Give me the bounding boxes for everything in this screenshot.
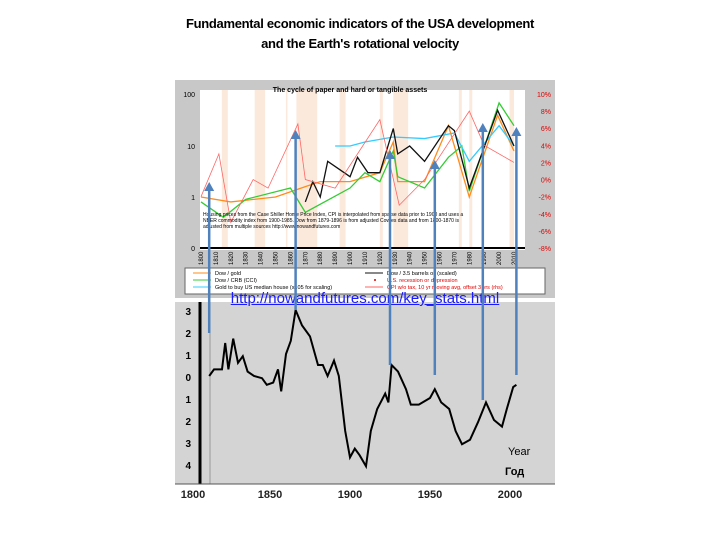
rotation-velocity-line xyxy=(208,306,517,470)
y-tick: 1 xyxy=(185,395,191,406)
x-tick: 2010 xyxy=(512,251,518,265)
slide-title-line1: Fundamental economic indicators of the U… xyxy=(185,16,535,31)
x-tick: 1900 xyxy=(338,489,362,501)
plot-area xyxy=(175,302,555,484)
chart-title: The cycle of paper and hard or tangible … xyxy=(273,87,428,94)
x-tick: 1940 xyxy=(408,251,414,265)
recession-band xyxy=(221,90,228,248)
chart-annotation: Housing prices from the Case Shiller Hom… xyxy=(203,212,464,230)
legend-entry: Dow / gold xyxy=(215,271,241,277)
x-tick: 1840 xyxy=(259,251,265,265)
y-right-tick: 8% xyxy=(541,109,551,116)
y-tick: 3 xyxy=(185,307,191,318)
x-tick: 1870 xyxy=(303,251,309,265)
x-tick: 2000 xyxy=(497,251,503,265)
x-tick: 1930 xyxy=(393,251,399,265)
x-tick: 1850 xyxy=(274,251,280,265)
y-right-tick: -2% xyxy=(539,195,551,202)
recession-band xyxy=(254,90,266,248)
y-tick: 0 xyxy=(185,373,191,384)
legend-box xyxy=(184,267,546,295)
x-tick: 2000 xyxy=(498,489,522,501)
xlabel-russian: Год xyxy=(505,466,524,478)
earth-rotation-svg: 3 2 1 0 1 2 3 4 1800 1850 1900 1950 2000 Year Год xyxy=(175,302,555,501)
x-tick: 1990 xyxy=(482,251,488,265)
x-tick: 1910 xyxy=(363,251,369,265)
y-left-tick: 100 xyxy=(183,92,195,99)
recession-band xyxy=(393,90,409,248)
series-line xyxy=(335,124,515,163)
x-tick: 1980 xyxy=(467,251,473,265)
x-tick: 1950 xyxy=(418,489,442,501)
x-tick: 1920 xyxy=(378,251,384,265)
recession-band xyxy=(509,90,514,248)
y-right-tick: 10% xyxy=(537,92,551,99)
legend-entry: Dow / CRB (CCI) xyxy=(215,278,257,284)
legend-entry: CPI w/o tax, 10 yr moving avg, offset 3 … xyxy=(387,285,503,291)
y-left-tick: 0 xyxy=(191,246,195,253)
series-line xyxy=(200,101,515,219)
series-line xyxy=(200,110,515,224)
xlabel-year: Year xyxy=(508,446,531,458)
x-tick: 1800 xyxy=(199,251,205,265)
x-tick: 1890 xyxy=(333,251,339,265)
y-tick: 4 xyxy=(185,461,191,472)
source-link[interactable]: http://nowandfutures.com/key_stats.html xyxy=(230,290,500,307)
y-right-tick: 6% xyxy=(541,126,551,133)
legend-entry: U.S. recession or depression xyxy=(387,278,458,284)
recession-band xyxy=(458,90,462,248)
y-right-tick: 4% xyxy=(541,143,551,150)
x-tick: 1820 xyxy=(229,251,235,265)
y-tick: 2 xyxy=(185,329,191,340)
x-tick: 1950 xyxy=(423,251,429,265)
x-tick: 1830 xyxy=(244,251,250,265)
recession-band xyxy=(285,90,288,248)
x-tick: 1880 xyxy=(318,251,324,265)
legend-marker xyxy=(374,279,376,281)
slide-title-line2: and the Earth's rotational velocity xyxy=(261,36,459,51)
y-right-tick: -8% xyxy=(539,246,551,253)
legend-entry: Dow / 3.5 barrels oil (scaled) xyxy=(387,271,457,277)
earth-rotation-chart: 3 2 1 0 1 2 3 4 1800 1850 1900 1950 2000 Year Год xyxy=(175,302,555,502)
y-tick: 2 xyxy=(185,417,191,428)
economic-indicators-svg: The cycle of paper and hard or tangible … xyxy=(183,87,551,295)
legend-entry: Gold to buy US median house (x .05 for s… xyxy=(215,285,332,291)
series-line xyxy=(304,108,515,203)
x-tick: 1900 xyxy=(348,251,354,265)
recession-band xyxy=(339,90,346,248)
y-right-tick: 0% xyxy=(541,178,551,185)
x-tick: 1810 xyxy=(214,251,220,265)
x-tick: 1800 xyxy=(181,489,205,501)
y-right-tick: -6% xyxy=(539,229,551,236)
x-tick: 1960 xyxy=(437,251,443,265)
economic-indicators-chart: The cycle of paper and hard or tangible … xyxy=(175,80,555,298)
x-tick: 1850 xyxy=(258,489,282,501)
y-right-tick: 2% xyxy=(541,160,551,167)
x-tick: 1860 xyxy=(288,251,294,265)
y-tick: 3 xyxy=(185,439,191,450)
y-left-tick: 10 xyxy=(187,144,195,151)
recession-band xyxy=(469,90,473,248)
x-tick: 1970 xyxy=(452,251,458,265)
y-right-tick: -4% xyxy=(539,212,551,219)
y-left-tick: 1 xyxy=(191,195,195,202)
y-tick: 1 xyxy=(185,351,191,362)
